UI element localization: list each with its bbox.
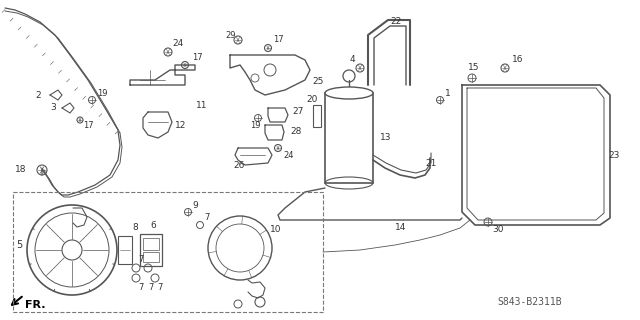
Text: 28: 28	[290, 127, 301, 137]
Text: 17: 17	[273, 36, 284, 44]
Text: 19: 19	[250, 122, 260, 131]
Text: 8: 8	[132, 223, 138, 233]
Bar	[313, 105, 321, 127]
Text: 17: 17	[192, 53, 203, 62]
Ellipse shape	[325, 87, 373, 99]
Text: 10: 10	[270, 226, 282, 235]
Text: 2: 2	[35, 91, 40, 100]
Text: 13: 13	[380, 133, 392, 142]
Text: 18: 18	[15, 165, 26, 174]
Text: 17: 17	[83, 122, 93, 131]
Text: 12: 12	[175, 121, 186, 130]
Text: 23: 23	[608, 150, 620, 159]
Text: 29: 29	[225, 30, 236, 39]
Text: 26: 26	[233, 161, 244, 170]
Text: 21: 21	[425, 158, 436, 167]
Text: 20: 20	[306, 95, 317, 105]
Text: 11: 11	[196, 100, 207, 109]
Text: 9: 9	[192, 202, 198, 211]
Text: 7: 7	[148, 283, 154, 292]
Bar	[13, 192, 323, 312]
Text: 25: 25	[312, 77, 323, 86]
Text: 15: 15	[468, 63, 479, 73]
Bar	[143, 238, 159, 250]
Text: 7: 7	[138, 284, 143, 292]
Text: 22: 22	[390, 18, 401, 27]
Text: 27: 27	[292, 108, 303, 116]
Text: 7: 7	[204, 213, 209, 222]
Text: 24: 24	[172, 38, 183, 47]
Text: 14: 14	[395, 223, 406, 233]
Text: 7: 7	[138, 255, 143, 265]
Text: 30: 30	[492, 226, 504, 235]
Text: 4: 4	[350, 55, 356, 65]
Text: 5: 5	[16, 240, 22, 250]
Text: 7: 7	[157, 284, 163, 292]
Bar	[143, 252, 159, 262]
Bar	[118, 236, 132, 264]
Text: 6: 6	[150, 221, 156, 230]
Bar	[140, 234, 162, 266]
Text: S843-B2311B: S843-B2311B	[498, 297, 563, 307]
Text: 16: 16	[512, 55, 524, 65]
Text: 24: 24	[283, 150, 294, 159]
Text: 19: 19	[97, 90, 108, 99]
Text: FR.: FR.	[25, 300, 45, 310]
Text: 1: 1	[445, 89, 451, 98]
Text: 3: 3	[50, 103, 56, 113]
